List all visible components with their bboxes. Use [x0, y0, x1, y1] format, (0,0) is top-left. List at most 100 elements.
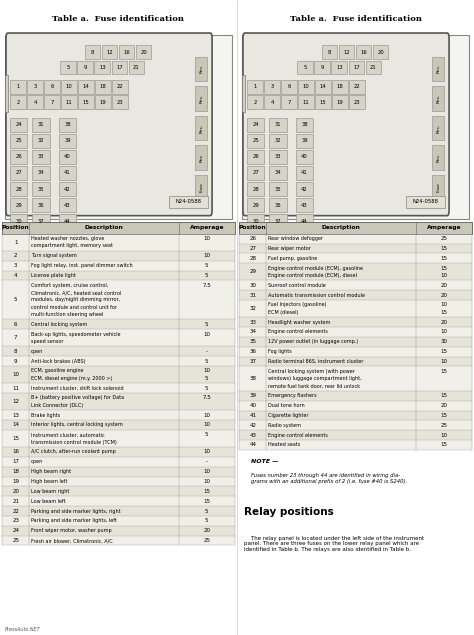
Bar [59, 166, 76, 180]
Text: Radio terminal 86S, instrument cluster: Radio terminal 86S, instrument cluster [268, 359, 363, 364]
Text: 42: 42 [301, 187, 308, 192]
Text: 10: 10 [203, 469, 210, 474]
Bar [296, 198, 313, 212]
Text: Amperage: Amperage [190, 225, 224, 231]
Text: Fuel Injectors (gasoline): Fuel Injectors (gasoline) [268, 302, 327, 307]
Bar [247, 118, 264, 131]
Text: 13: 13 [99, 65, 106, 70]
Bar [27, 80, 43, 93]
Bar [239, 401, 472, 410]
Bar [78, 80, 94, 93]
Text: 28: 28 [16, 187, 22, 192]
Bar [2, 497, 235, 506]
Text: 8: 8 [14, 349, 18, 354]
Text: 24: 24 [12, 528, 19, 533]
Text: 42: 42 [249, 423, 256, 428]
Text: Fuse: Fuse [437, 182, 440, 192]
Bar [239, 317, 472, 327]
Text: 19: 19 [337, 100, 344, 105]
Bar [247, 80, 263, 93]
Bar [269, 118, 287, 131]
Text: 25: 25 [12, 538, 19, 543]
Bar [102, 46, 118, 59]
Bar [2, 251, 235, 260]
Bar [111, 61, 127, 74]
Text: Res.: Res. [200, 94, 203, 103]
Text: 14: 14 [82, 84, 90, 90]
Text: Res.: Res. [437, 94, 440, 103]
Bar [95, 80, 111, 93]
Text: 15: 15 [440, 256, 447, 261]
Text: The relay panel is located under the left side of the instrument
panel. There ar: The relay panel is located under the lef… [244, 536, 424, 552]
Text: 20: 20 [140, 50, 147, 55]
Text: 20: 20 [203, 528, 210, 533]
Bar [373, 46, 388, 59]
Text: Res.: Res. [437, 123, 440, 133]
Text: Table a.  Fuse identification: Table a. Fuse identification [53, 15, 184, 23]
Bar [10, 134, 27, 148]
Text: Low beam right: Low beam right [31, 489, 69, 494]
Text: Front wiper motor, washer pump: Front wiper motor, washer pump [31, 528, 111, 533]
Bar [27, 95, 43, 109]
Bar [32, 134, 50, 148]
Text: 25: 25 [440, 423, 447, 428]
Text: 1: 1 [16, 84, 20, 90]
Bar [247, 214, 264, 228]
Text: windows) luggage compartment light,: windows) luggage compartment light, [268, 376, 362, 381]
Text: -: - [206, 349, 208, 354]
Text: Engine control elements: Engine control elements [268, 330, 328, 335]
Text: 25: 25 [16, 138, 22, 144]
Text: 39: 39 [249, 393, 256, 398]
Text: Description: Description [321, 225, 360, 231]
FancyBboxPatch shape [243, 33, 449, 216]
Bar [2, 526, 235, 536]
Bar [2, 516, 235, 526]
Text: PressAuto.NET: PressAuto.NET [5, 627, 40, 632]
Text: Fuel pump, gasoline: Fuel pump, gasoline [268, 256, 317, 261]
Bar [195, 57, 208, 81]
Text: 24: 24 [16, 123, 22, 128]
Bar [32, 214, 50, 228]
Text: 25: 25 [203, 538, 210, 543]
Text: Res.: Res. [200, 123, 203, 133]
Text: 35: 35 [249, 339, 256, 344]
Text: 10: 10 [203, 479, 210, 484]
Text: 7: 7 [14, 335, 18, 340]
Text: Interior lights, central locking system: Interior lights, central locking system [31, 422, 123, 427]
Text: 15: 15 [440, 369, 447, 374]
Text: 5: 5 [205, 322, 209, 327]
Text: 15: 15 [203, 489, 210, 494]
Bar [296, 118, 313, 131]
Bar [247, 150, 264, 164]
Bar [112, 95, 128, 109]
Text: 9: 9 [14, 359, 18, 364]
Bar [2, 467, 235, 477]
Bar [10, 182, 27, 196]
Text: 8: 8 [328, 50, 331, 55]
Bar [348, 61, 364, 74]
Bar [239, 222, 472, 234]
Bar [239, 290, 472, 300]
Text: 25: 25 [440, 236, 447, 241]
Text: Central locking system (with power: Central locking system (with power [268, 369, 355, 374]
Text: 36: 36 [38, 203, 45, 208]
Bar [281, 95, 297, 109]
Bar [239, 300, 472, 317]
Text: Res.: Res. [200, 153, 203, 162]
Text: 28: 28 [253, 187, 259, 192]
Text: Link Connector (DLC): Link Connector (DLC) [31, 403, 83, 408]
Text: 5: 5 [205, 432, 209, 438]
Text: 38: 38 [64, 123, 71, 128]
Text: Automatic transmission control module: Automatic transmission control module [268, 293, 365, 298]
Bar [247, 134, 264, 148]
Text: modules, day/night dimming mirror,: modules, day/night dimming mirror, [31, 297, 120, 302]
Text: 10: 10 [203, 422, 210, 427]
Text: 41: 41 [64, 170, 71, 175]
Text: Fog lights: Fog lights [268, 349, 292, 354]
Bar [247, 182, 264, 196]
Text: open: open [31, 459, 43, 464]
Text: 35: 35 [275, 187, 282, 192]
Bar [78, 95, 94, 109]
FancyBboxPatch shape [6, 33, 212, 216]
Bar [269, 182, 287, 196]
